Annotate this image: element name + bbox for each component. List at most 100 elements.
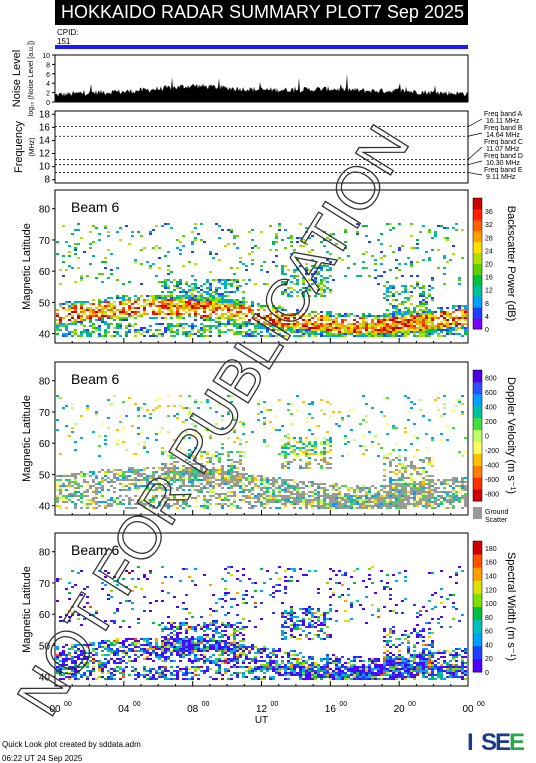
panel-beam-label: Beam 6 bbox=[71, 542, 119, 558]
colorbar-tick-label: 180 bbox=[485, 546, 497, 553]
panel-xtick-sup: 00 bbox=[64, 701, 72, 708]
colorbar-segment bbox=[473, 241, 482, 254]
colorbar-segment bbox=[473, 593, 482, 607]
colorbar-tick-label: 36 bbox=[485, 209, 493, 216]
panel-ylabel: Magnetic Latitude bbox=[21, 395, 33, 482]
colorbar-tick-label: 160 bbox=[485, 560, 497, 567]
frequency-tick-label: 12 bbox=[39, 149, 51, 160]
colorbar-tick-label: 400 bbox=[485, 404, 497, 411]
noise-ylabel-sub: log₁₀ (Noise Level [a.u.]) bbox=[28, 41, 35, 116]
colorbar-tick-label: 8 bbox=[485, 301, 489, 308]
panel-colorbar: 0 20 40 60 80 100 120 140 160 180 Spectral Width (… bbox=[472, 540, 517, 677]
panel-xtick-sup: 00 bbox=[133, 701, 141, 708]
frequency-band-value: 14.64 MHz bbox=[486, 132, 520, 139]
plot-date: 7 Sep 2025 bbox=[371, 2, 464, 22]
colorbar-tick-label: 20 bbox=[485, 656, 493, 663]
colorbar-segment bbox=[473, 606, 482, 621]
noise-panel: 0 2 4 6 8 10 Noise Level log₁₀ (Noise Level [a.… bbox=[11, 41, 469, 116]
frequency-band-label: Freq band B bbox=[484, 125, 523, 132]
colorbar-tick-label: 200 bbox=[485, 419, 497, 426]
frequency-ylabel: Frequency bbox=[13, 121, 25, 173]
colorbar-frame bbox=[472, 540, 483, 673]
colorbar-segment bbox=[473, 645, 482, 660]
frequency-band-value: 16.11 MHz bbox=[486, 118, 520, 125]
colorbar-segment bbox=[473, 318, 482, 330]
panel-ytick-label: 80 bbox=[39, 548, 51, 559]
frequency-band-label: Freq band D bbox=[484, 153, 523, 160]
colorbar-segment bbox=[473, 477, 482, 490]
panel-ytick-label: 60 bbox=[39, 610, 51, 621]
colorbar-tick-label: 40 bbox=[485, 642, 493, 649]
frequency-band-value: 10.30 MHz bbox=[486, 160, 520, 167]
colorbar-segment bbox=[473, 489, 482, 502]
colorbar-tick-label: 4 bbox=[485, 314, 489, 321]
noise-ylabel: Noise Level bbox=[11, 50, 23, 107]
panel-power: 40 50 60 70 80 Beam 6 Magnetic Latitude 0 4 8 12 16… bbox=[21, 189, 517, 344]
ground-scatter-label: Ground bbox=[485, 509, 508, 516]
panel-xtick-sup: 00 bbox=[271, 701, 279, 708]
panel-xtick-label: 00 bbox=[462, 704, 474, 715]
frequency-tick-label: 14 bbox=[39, 135, 51, 146]
frequency-band-pointer bbox=[467, 146, 483, 160]
colorbar-tick-label: 100 bbox=[485, 601, 497, 608]
colorbar-label: Spectral Width (m s⁻¹) bbox=[505, 552, 517, 661]
frequency-band-pointer bbox=[467, 118, 483, 127]
noise-tick-label: 8 bbox=[46, 62, 50, 69]
panel-xtick-label: 16 bbox=[325, 704, 337, 715]
footer-created: Quick Look plot created by sddata.adm bbox=[2, 740, 141, 749]
colorbar-segment bbox=[473, 285, 482, 297]
panel-ytick-label: 60 bbox=[39, 439, 51, 450]
panel-xtick-label: 00 bbox=[49, 704, 61, 715]
colorbar-segment bbox=[473, 567, 482, 581]
frequency-band-label: Freq band E bbox=[484, 167, 523, 174]
panel-xtick-label: 20 bbox=[394, 704, 406, 715]
panel-ytick-label: 40 bbox=[39, 502, 51, 513]
colorbar-segment bbox=[473, 619, 482, 634]
colorbar-segment bbox=[473, 465, 482, 478]
colorbar-frame bbox=[472, 197, 483, 330]
colorbar-segment bbox=[473, 632, 482, 647]
panel-xtick-sup: 00 bbox=[477, 701, 485, 708]
panel-ytick-label: 70 bbox=[39, 408, 51, 419]
frequency-tick-label: 18 bbox=[39, 109, 51, 120]
colorbar-segment bbox=[473, 580, 482, 594]
frequency-frame bbox=[54, 110, 469, 184]
noise-tick-label: 0 bbox=[46, 100, 50, 107]
colorbar-segment bbox=[473, 208, 482, 221]
cpid-value: 151 bbox=[57, 37, 71, 46]
panel-ytick-label: 50 bbox=[39, 298, 51, 309]
colorbar-segment bbox=[473, 541, 482, 555]
colorbar-tick-label: -400 bbox=[485, 463, 499, 470]
panel-ytick-label: 70 bbox=[39, 236, 51, 247]
panel-ytick-label: 80 bbox=[39, 205, 51, 216]
colorbar-tick-label: 0 bbox=[485, 327, 489, 334]
colorbar-segment bbox=[473, 554, 482, 568]
colorbar-segment bbox=[473, 453, 482, 466]
colorbar-segment bbox=[473, 230, 482, 243]
colorbar-segment bbox=[473, 417, 482, 431]
ground-scatter-label-2: Scatter bbox=[485, 517, 508, 524]
colorbar-tick-label: 140 bbox=[485, 573, 497, 580]
frequency-tick-label: 10 bbox=[39, 162, 51, 173]
noise-tick-label: 6 bbox=[46, 72, 50, 79]
noise-series bbox=[55, 73, 468, 102]
colorbar-tick-label: 0 bbox=[485, 670, 489, 677]
frequency-band-pointer bbox=[467, 132, 483, 137]
colorbar-segment bbox=[473, 658, 482, 673]
colorbar-segment bbox=[473, 370, 482, 383]
colorbar-tick-label: 28 bbox=[485, 235, 493, 242]
colorbar-tick-label: 16 bbox=[485, 275, 493, 282]
colorbar-segment bbox=[473, 307, 482, 319]
colorbar-tick-label: 120 bbox=[485, 587, 497, 594]
panel-cells bbox=[56, 223, 467, 337]
noise-tick-label: 2 bbox=[46, 91, 50, 98]
panel-ytick-label: 40 bbox=[39, 330, 51, 341]
colorbar-tick-label: -600 bbox=[485, 477, 499, 484]
panel-ylabel: Magnetic Latitude bbox=[21, 566, 33, 653]
colorbar-frame bbox=[472, 369, 483, 502]
panel-colorbar: 0 4 8 12 16 20 24 28 32 36 Backscatter Power (dB) bbox=[472, 197, 517, 334]
colorbar-segment bbox=[473, 296, 482, 308]
colorbar-tick-label: 32 bbox=[485, 222, 493, 229]
colorbar-tick-label: 80 bbox=[485, 615, 493, 622]
